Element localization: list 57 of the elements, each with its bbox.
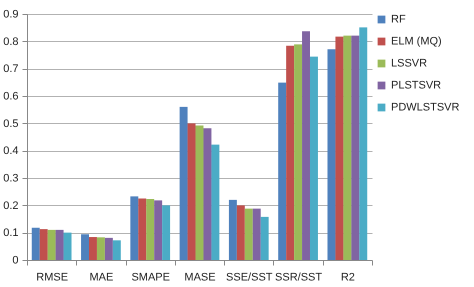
bar — [302, 31, 310, 260]
bar — [96, 237, 105, 260]
bar — [130, 196, 138, 260]
bar — [335, 36, 344, 260]
bar — [64, 232, 72, 260]
legend-label: PLSTSVR — [391, 80, 442, 92]
bar — [196, 126, 204, 260]
y-tick-label: 0.6 — [3, 90, 18, 102]
bar — [203, 128, 212, 260]
bar — [211, 144, 220, 260]
x-tick-label: RMSE — [36, 272, 68, 284]
bar — [294, 44, 302, 260]
y-tick-label: 0.2 — [3, 200, 18, 212]
bar — [89, 237, 97, 260]
bar — [343, 36, 352, 260]
bar — [252, 208, 261, 260]
y-tick-label: 0.9 — [3, 8, 18, 20]
legend-label: LSSVR — [391, 58, 428, 70]
x-tick-label: R2 — [340, 272, 355, 284]
bar — [104, 238, 113, 260]
bar — [112, 240, 121, 260]
bar — [162, 205, 170, 260]
bar — [56, 230, 64, 260]
bar — [146, 199, 154, 260]
x-tick-label: SMAPE — [131, 272, 170, 284]
bar — [236, 205, 245, 260]
y-tick-label: 0.8 — [3, 36, 18, 48]
bar — [138, 198, 146, 260]
bar — [359, 27, 368, 260]
bar — [188, 123, 196, 260]
y-tick-label: 0.7 — [3, 63, 18, 76]
bar — [260, 216, 269, 260]
y-tick-label: 0 — [12, 254, 18, 266]
legend-label: RF — [391, 14, 406, 26]
bar — [48, 230, 56, 260]
bar — [228, 200, 237, 260]
bar — [81, 234, 90, 260]
x-tick-label: MASE — [184, 272, 216, 284]
bar — [244, 208, 253, 260]
bar — [180, 106, 188, 260]
bar — [286, 46, 294, 260]
y-tick-label: 0.4 — [3, 145, 18, 158]
bar — [32, 228, 40, 260]
x-tick-label: MAE — [90, 272, 114, 284]
bar — [278, 82, 286, 260]
x-tick-label: SSE/SST — [226, 272, 273, 284]
y-tick-label: 0.5 — [3, 118, 18, 130]
bar — [154, 200, 162, 260]
bar — [351, 36, 360, 260]
x-tick-label: SSR/SST — [275, 272, 322, 284]
bar — [40, 229, 48, 260]
bar — [327, 49, 336, 260]
y-tick-label: 0.1 — [3, 227, 18, 240]
legend-label: PDWLSTSVR — [391, 102, 460, 114]
y-tick-label: 0.3 — [3, 172, 18, 184]
legend-label: ELM (MQ) — [391, 36, 442, 48]
bar — [310, 56, 318, 260]
